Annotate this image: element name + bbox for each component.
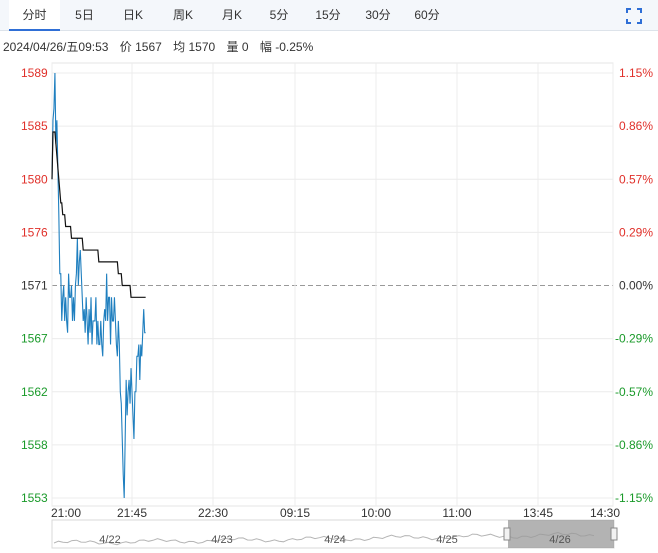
y-tick-right: 1.15% xyxy=(619,66,653,80)
navigator-handle-left[interactable] xyxy=(503,527,511,541)
x-tick-label: 22:30 xyxy=(198,506,228,520)
x-tick-label: 09:15 xyxy=(280,506,310,520)
average-line xyxy=(51,131,146,298)
tab-monthly-k[interactable]: 月K xyxy=(221,8,242,22)
x-tick-label: 11:00 xyxy=(442,506,471,520)
info-datetime: 2024/04/26/五09:53 xyxy=(3,40,109,54)
y-tick-left: 1558 xyxy=(21,438,48,452)
x-tick-label: 14:30 xyxy=(590,506,620,520)
y-tick-left: 1580 xyxy=(21,172,48,186)
y-tick-left: 1571 xyxy=(21,279,48,293)
y-tick-left: 1567 xyxy=(21,332,48,346)
navigator-date-label: 4/25 xyxy=(436,534,457,546)
y-tick-left: 1576 xyxy=(21,225,48,239)
y-tick-right: 0.57% xyxy=(619,172,653,186)
y-tick-right: -0.86% xyxy=(615,438,653,452)
tab-intraday[interactable]: 分时 xyxy=(9,0,60,31)
info-average: 均 1570 xyxy=(173,40,216,54)
navigator-date-label: 4/23 xyxy=(211,534,232,546)
navigator-date-label: 4/22 xyxy=(99,534,120,546)
info-volume: 量 0 xyxy=(226,40,249,54)
tab-30min[interactable]: 30分 xyxy=(365,8,391,22)
fullscreen-icon[interactable] xyxy=(626,8,642,24)
tab-5day[interactable]: 5日 xyxy=(75,8,94,22)
tab-15min[interactable]: 15分 xyxy=(315,8,341,22)
navigator-date-label: 4/24 xyxy=(324,534,345,546)
price-line xyxy=(51,72,146,499)
info-price: 价 1567 xyxy=(119,40,162,54)
tab-60min[interactable]: 60分 xyxy=(414,8,440,22)
navigator-date-label: 4/26 xyxy=(549,534,570,546)
y-tick-right: -0.29% xyxy=(615,332,653,346)
quote-info-bar: 2024/04/26/五09:53 价 1567 均 1570 量 0 幅 -0… xyxy=(3,38,321,55)
x-tick-label: 21:00 xyxy=(51,506,81,520)
y-tick-left: 1562 xyxy=(21,385,48,399)
tab-5min[interactable]: 5分 xyxy=(269,8,289,22)
y-tick-left: 1585 xyxy=(21,119,48,133)
x-tick-label: 13:45 xyxy=(523,506,553,520)
y-tick-right: -1.15% xyxy=(615,491,653,505)
period-tab-bar: 分时 5日 日K 周K 月K 5分 15分 30分 60分 xyxy=(0,0,658,31)
y-tick-right: -0.57% xyxy=(615,385,653,399)
x-tick-label: 10:00 xyxy=(361,506,391,520)
y-tick-left: 1553 xyxy=(21,491,48,505)
y-tick-right: 0.00% xyxy=(619,279,653,293)
info-change: 幅 -0.25% xyxy=(259,40,314,54)
navigator-selected-range[interactable] xyxy=(508,520,614,548)
navigator-handle-right[interactable] xyxy=(610,527,618,541)
x-tick-label: 21:45 xyxy=(117,506,147,520)
tab-weekly-k[interactable]: 周K xyxy=(172,8,193,22)
y-tick-left: 1589 xyxy=(21,66,48,80)
tab-daily-k[interactable]: 日K xyxy=(122,8,143,22)
y-tick-right: 0.29% xyxy=(619,225,653,239)
y-tick-right: 0.86% xyxy=(619,119,653,133)
plot-frame xyxy=(51,62,614,507)
